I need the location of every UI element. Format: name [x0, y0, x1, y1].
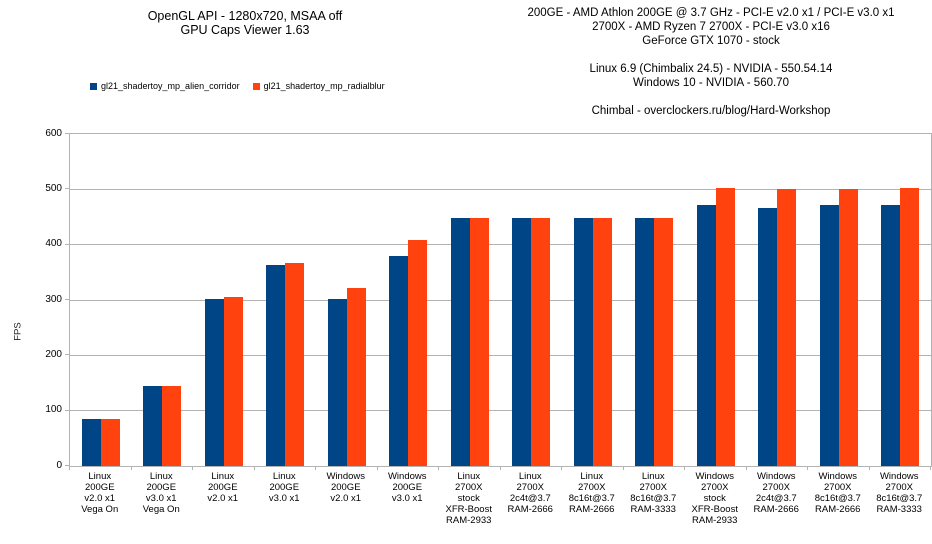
bar-alien-corridor-13 — [819, 204, 839, 466]
y-tick-label: 200 — [45, 348, 62, 360]
driver-info-line: Linux 6.9 (Chimbalix 24.5) - NVIDIA - 55… — [589, 63, 833, 75]
legend-item-alien-corridor: gl21_shadertoy_mp_alien_corridor — [90, 81, 240, 91]
x-axis-labels: Linux 200GE v2.0 x1 Vega On Linux 200GE v… — [69, 471, 930, 537]
hardware-info-line: 2700X - AMD Ryzen 7 2700X - PCI-E v3.0 x… — [592, 21, 830, 33]
bar-alien-corridor-2 — [143, 386, 163, 466]
hardware-info-line: 200GE - AMD Athlon 200GE @ 3.7 GHz - PCI… — [527, 7, 895, 19]
y-tick-label: 500 — [45, 182, 62, 194]
x-tick-mark — [376, 466, 378, 470]
gridline — [70, 354, 931, 356]
gridline — [70, 244, 931, 246]
y-tick-mark — [65, 465, 69, 466]
bar-radialblur-1 — [100, 418, 120, 466]
hardware-info-line: GeForce GTX 1070 - stock — [642, 35, 780, 47]
bar-alien-corridor-12 — [758, 208, 778, 466]
y-tick-mark — [65, 354, 69, 356]
gridline — [70, 299, 931, 301]
bar-alien-corridor-10 — [635, 218, 655, 466]
y-tick-label: 400 — [45, 238, 62, 250]
x-tick-mark — [315, 466, 316, 470]
legend-item-radialblur: gl21_shadertoy_mp_radialblur — [252, 81, 385, 91]
y-axis-title: FPS — [12, 322, 24, 341]
bar-alien-corridor-11 — [696, 204, 716, 466]
plot-area — [69, 133, 932, 467]
x-tick-mark — [499, 466, 501, 470]
bar-radialblur-11 — [715, 187, 735, 466]
system-info: 200GE - AMD Athlon 200GE @ 3.7 GHz - PCI… — [494, 6, 928, 132]
x-tick-mark — [868, 466, 870, 470]
x-category-label: Windows 200GE v2.0 x1 — [326, 471, 366, 504]
bar-radialblur-10 — [654, 218, 674, 466]
y-tick-mark — [65, 188, 69, 190]
bar-alien-corridor-8 — [512, 218, 532, 466]
bar-alien-corridor-6 — [389, 255, 409, 466]
bar-alien-corridor-4 — [266, 265, 286, 466]
chart-title: OpenGL API - 1280x720, MSAA off GPU Caps… — [70, 9, 420, 37]
driver-info: Linux 6.9 (Chimbalix 24.5) - NVIDIA - 55… — [494, 62, 928, 90]
x-tick-mark — [622, 466, 624, 470]
x-tick-mark — [930, 466, 931, 470]
bar-radialblur-8 — [531, 218, 551, 466]
x-tick-mark — [192, 466, 193, 470]
credit-line: Chimbal - overclockers.ru/blog/Hard-Work… — [591, 105, 831, 117]
bar-alien-corridor-14 — [881, 205, 901, 466]
bar-radialblur-7 — [469, 218, 489, 466]
y-tick-label: 100 — [45, 404, 62, 416]
gridline — [70, 410, 931, 412]
bar-alien-corridor-7 — [450, 218, 470, 466]
bar-radialblur-6 — [408, 239, 428, 466]
x-category-label: Linux 200GE v2.0 x1 — [207, 471, 239, 504]
bar-alien-corridor-5 — [327, 298, 347, 466]
legend-label: gl21_shadertoy_mp_radialblur — [263, 81, 385, 91]
legend: gl21_shadertoy_mp_alien_corridor gl21_sh… — [90, 81, 385, 91]
y-tick-mark — [65, 243, 69, 245]
x-category-label: Linux 200GE v3.0 x1 — [268, 471, 300, 504]
bar-radialblur-3 — [223, 296, 243, 466]
legend-swatch-blue-icon — [90, 82, 97, 90]
x-category-label: Windows 2700X 8c16t@3.7 RAM-2666 — [814, 471, 861, 515]
bar-radialblur-2 — [162, 386, 182, 466]
x-category-label: Linux 2700X 8c16t@3.7 RAM-2666 — [568, 471, 615, 515]
x-category-label: Linux 2700X stock XFR-Boost RAM-2933 — [445, 471, 492, 526]
x-tick-mark — [807, 466, 808, 470]
y-tick-mark — [65, 133, 69, 134]
x-category-label: Linux 200GE v2.0 x1 Vega On — [81, 471, 119, 515]
x-tick-mark — [438, 466, 439, 470]
bar-alien-corridor-1 — [81, 418, 101, 466]
hardware-info: 200GE - AMD Athlon 200GE @ 3.7 GHz - PCI… — [494, 6, 928, 48]
x-category-label: Linux 2700X 8c16t@3.7 RAM-3333 — [630, 471, 677, 515]
x-category-label: Windows 2700X stock XFR-Boost RAM-2933 — [691, 471, 738, 526]
x-tick-mark — [561, 466, 562, 470]
x-category-label: Windows 2700X 8c16t@3.7 RAM-3333 — [876, 471, 923, 515]
bar-radialblur-12 — [777, 189, 797, 466]
x-tick-mark — [684, 466, 685, 470]
bar-alien-corridor-3 — [204, 298, 224, 466]
x-category-label: Linux 200GE v3.0 x1 Vega On — [142, 471, 180, 515]
bar-radialblur-13 — [838, 189, 858, 466]
y-tick-label: 600 — [45, 127, 62, 139]
x-tick-mark — [130, 466, 132, 470]
bar-radialblur-5 — [346, 288, 366, 466]
x-tick-mark — [253, 466, 255, 470]
x-category-label: Linux 2700X 2c4t@3.7 RAM-2666 — [507, 471, 553, 515]
chart-title-line1: OpenGL API - 1280x720, MSAA off — [147, 9, 343, 23]
legend-label: gl21_shadertoy_mp_alien_corridor — [101, 81, 240, 91]
x-category-label: Windows 200GE v3.0 x1 — [387, 471, 427, 504]
y-tick-label: 300 — [45, 293, 62, 305]
y-tick-label: 0 — [56, 459, 62, 471]
bar-radialblur-4 — [285, 262, 305, 466]
gridline — [70, 188, 931, 190]
bar-alien-corridor-9 — [573, 218, 593, 466]
x-tick-mark — [69, 466, 70, 470]
legend-swatch-orange-icon — [252, 82, 260, 90]
bar-radialblur-14 — [900, 187, 920, 466]
bar-radialblur-9 — [592, 218, 612, 466]
y-tick-mark — [65, 299, 69, 300]
driver-info-line: Windows 10 - NVIDIA - 560.70 — [633, 77, 789, 89]
x-category-label: Windows 2700X 2c4t@3.7 RAM-2666 — [753, 471, 799, 515]
chart-title-line2: GPU Caps Viewer 1.63 — [180, 23, 310, 37]
x-tick-mark — [745, 466, 747, 470]
y-tick-mark — [65, 409, 69, 411]
